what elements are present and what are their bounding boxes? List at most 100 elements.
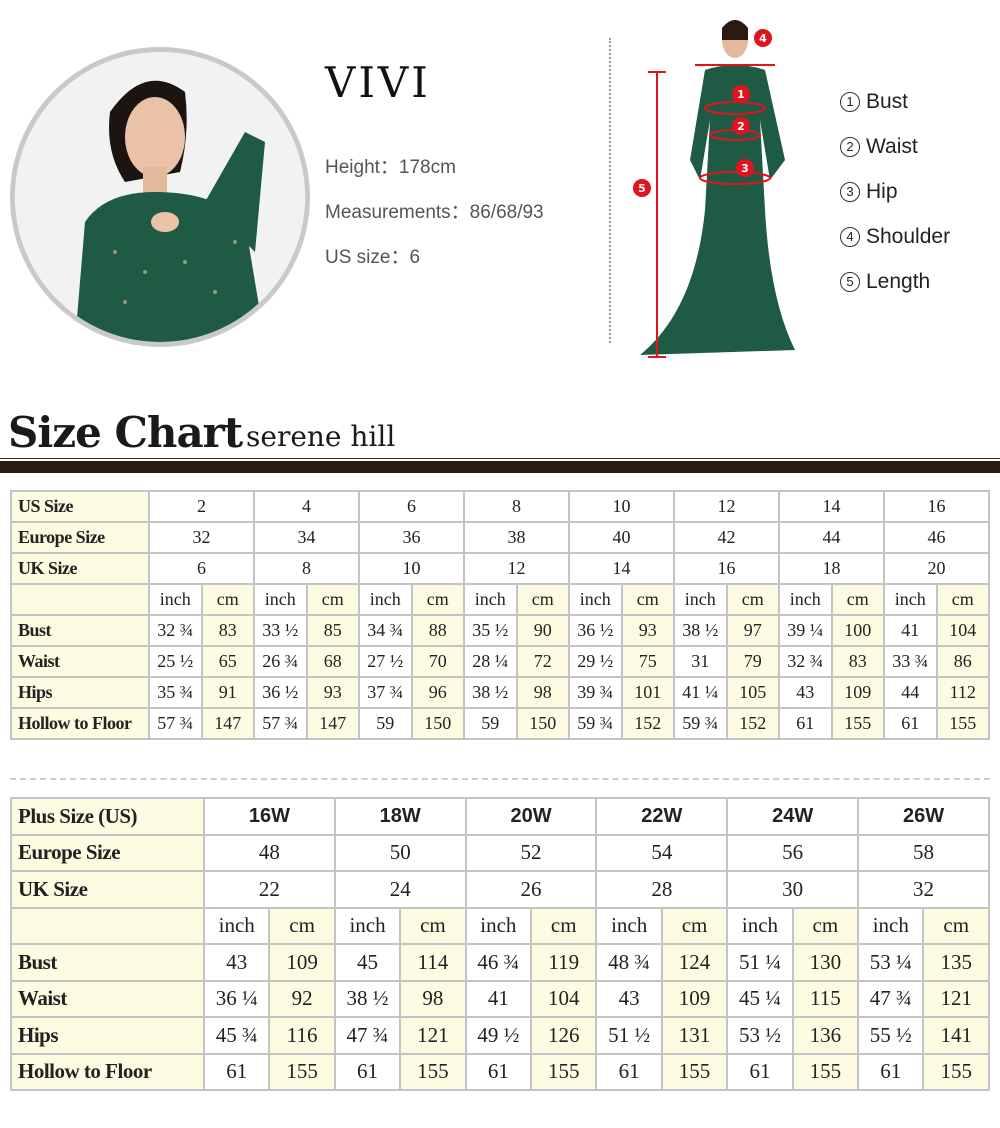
inch-cell: 37 ¾ bbox=[358, 676, 413, 709]
unit-inch: inch bbox=[883, 583, 938, 616]
unit-row: inch cm inch cm inch cm inch cm inch cm inch cm inch… bbox=[10, 583, 990, 616]
size-cell: 32 bbox=[857, 870, 990, 909]
svg-text:3: 3 bbox=[741, 162, 749, 175]
cm-cell: 72 bbox=[515, 645, 570, 678]
size-cell: 44 bbox=[778, 521, 885, 554]
cm-cell: 104 bbox=[935, 614, 990, 647]
row-label: Bust bbox=[10, 614, 150, 647]
cm-cell: 155 bbox=[922, 1052, 990, 1091]
inch-cell: 45 ¼ bbox=[726, 979, 794, 1018]
legend-waist: 2 Waist bbox=[840, 135, 918, 159]
unit-row: inch cm inch cm inch cm inch cm inch cm inch cm bbox=[10, 906, 990, 945]
inch-cell: 61 bbox=[726, 1052, 794, 1091]
inch-cell: 45 bbox=[333, 943, 402, 982]
cm-cell: 150 bbox=[410, 707, 465, 740]
cm-cell: 152 bbox=[620, 707, 675, 740]
unit-inch: inch bbox=[726, 906, 794, 945]
size-cell: 12 bbox=[463, 552, 570, 585]
unit-cm: cm bbox=[660, 906, 729, 945]
inch-cell: 44 bbox=[883, 676, 938, 709]
inch-cell: 36 ½ bbox=[253, 676, 308, 709]
cm-cell: 121 bbox=[922, 979, 990, 1018]
cm-cell: 155 bbox=[830, 707, 885, 740]
size-cell: 14 bbox=[568, 552, 675, 585]
cm-cell: 124 bbox=[660, 943, 729, 982]
cm-cell: 88 bbox=[410, 614, 465, 647]
size-cell: 52 bbox=[464, 833, 598, 872]
size-cell: 28 bbox=[595, 870, 729, 909]
measure-row: Hollow to Floor 61 155 61 155 61 155 61 155 61 155… bbox=[10, 1052, 990, 1091]
inch-cell: 53 ½ bbox=[726, 1016, 794, 1055]
measure-row: Waist 25 ½ 65 26 ¾ 68 27 ½ 70 28 ¼ 72 29 ½ 75 31 79 3… bbox=[10, 645, 990, 678]
measure-row: Waist 36 ¼ 92 38 ½ 98 41 104 43 109 45 ¼ 115 47 ¾ 12… bbox=[10, 979, 990, 1018]
inch-cell: 61 bbox=[857, 1052, 925, 1091]
size-cell: 20W bbox=[464, 797, 598, 836]
cm-cell: 98 bbox=[399, 979, 467, 1018]
model-name: VIVI bbox=[325, 58, 431, 107]
row-label: UK Size bbox=[10, 552, 150, 585]
standard-size-table: US Size 2 4 6 8 10 12 14 16 Europe Size 32 34 36 38 40… bbox=[10, 490, 990, 740]
size-row: Europe Size 32 34 36 38 40 42 44 46 bbox=[10, 521, 990, 554]
size-row: Plus Size (US) 16W 18W 20W 22W 24W 26W bbox=[10, 797, 990, 836]
inch-cell: 31 bbox=[673, 645, 728, 678]
cm-cell: 93 bbox=[305, 676, 360, 709]
size-cell: 10 bbox=[568, 490, 675, 523]
cm-cell: 155 bbox=[530, 1052, 598, 1091]
section-divider bbox=[609, 38, 611, 343]
inch-cell: 29 ½ bbox=[568, 645, 623, 678]
unit-inch: inch bbox=[673, 583, 728, 616]
size-cell: 4 bbox=[253, 490, 360, 523]
inch-cell: 28 ¼ bbox=[463, 645, 518, 678]
inch-cell: 26 ¾ bbox=[253, 645, 308, 678]
size-cell: 24W bbox=[726, 797, 860, 836]
cm-cell: 79 bbox=[725, 645, 780, 678]
cm-cell: 155 bbox=[399, 1052, 467, 1091]
size-cell: 32 bbox=[148, 521, 255, 554]
inch-cell: 39 ¾ bbox=[568, 676, 623, 709]
unit-cm: cm bbox=[200, 583, 255, 616]
unit-inch: inch bbox=[568, 583, 623, 616]
unit-cm: cm bbox=[935, 583, 990, 616]
inch-cell: 53 ¼ bbox=[857, 943, 925, 982]
unit-cm: cm bbox=[515, 583, 570, 616]
size-cell: 48 bbox=[203, 833, 336, 872]
inch-cell: 36 ¼ bbox=[202, 979, 271, 1018]
unit-cm: cm bbox=[410, 583, 465, 616]
row-label: Hollow to Floor bbox=[10, 1052, 205, 1091]
cm-cell: 121 bbox=[399, 1016, 467, 1055]
inch-cell: 43 bbox=[202, 943, 271, 982]
size-row: Europe Size 48 50 52 54 56 58 bbox=[10, 833, 990, 872]
row-label-empty bbox=[10, 583, 150, 616]
size-cell: 8 bbox=[463, 490, 570, 523]
title-rule-thin bbox=[0, 458, 1000, 459]
table-divider bbox=[10, 778, 990, 780]
size-cell: 24 bbox=[333, 870, 467, 909]
inch-cell: 43 bbox=[778, 676, 833, 709]
size-cell: 6 bbox=[148, 552, 255, 585]
measure-row: Hollow to Floor 57 ¾ 147 57 ¾ 147 59 150 59 150 5… bbox=[10, 707, 990, 740]
cm-cell: 152 bbox=[725, 707, 780, 740]
cm-cell: 109 bbox=[830, 676, 885, 709]
model-us-size: US size：6 bbox=[325, 247, 421, 268]
model-height: Height：178cm bbox=[325, 157, 456, 178]
cm-cell: 136 bbox=[791, 1016, 860, 1055]
inch-cell: 61 bbox=[778, 707, 833, 740]
size-row: US Size 2 4 6 8 10 12 14 16 bbox=[10, 490, 990, 523]
cm-cell: 147 bbox=[305, 707, 360, 740]
inch-cell: 61 bbox=[595, 1052, 663, 1091]
size-row: UK Size 6 8 10 12 14 16 18 20 bbox=[10, 552, 990, 585]
row-label: Hips bbox=[10, 676, 150, 709]
unit-inch: inch bbox=[333, 906, 402, 945]
size-cell: 14 bbox=[778, 490, 885, 523]
cm-cell: 97 bbox=[725, 614, 780, 647]
size-cell: 12 bbox=[673, 490, 780, 523]
cm-cell: 150 bbox=[515, 707, 570, 740]
cm-cell: 101 bbox=[620, 676, 675, 709]
inch-cell: 41 bbox=[883, 614, 938, 647]
inch-cell: 49 ½ bbox=[464, 1016, 533, 1055]
unit-cm: cm bbox=[620, 583, 675, 616]
size-cell: 16 bbox=[673, 552, 780, 585]
inch-cell: 35 ½ bbox=[463, 614, 518, 647]
cm-cell: 155 bbox=[935, 707, 990, 740]
